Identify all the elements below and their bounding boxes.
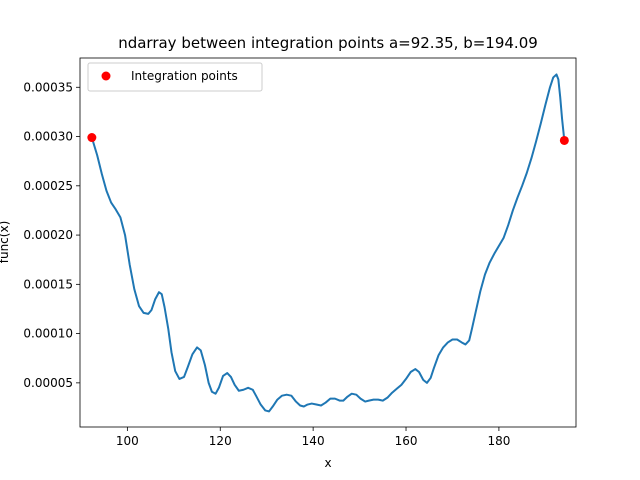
y-tick-label: 0.00030 <box>23 130 73 144</box>
legend: Integration points <box>87 62 263 92</box>
x-tick-label: 100 <box>116 434 139 448</box>
func-line <box>90 73 566 413</box>
x-tick-label: 180 <box>487 434 510 448</box>
y-tick-label: 0.00025 <box>23 179 73 193</box>
y-tick-label: 0.00020 <box>23 228 73 242</box>
plot-area: 100 120 140 160 180 0.00005 0.00010 0.00015 0.00… <box>23 57 577 448</box>
legend-box <box>87 62 263 92</box>
y-tick-label: 0.00005 <box>23 376 73 390</box>
axes-frame <box>79 57 577 428</box>
x-tick-label: 120 <box>209 434 232 448</box>
x-axis-label: x <box>324 456 331 470</box>
y-tick-label: 0.00015 <box>23 277 73 291</box>
legend-label: Integration points <box>131 69 238 83</box>
legend-marker <box>101 71 111 81</box>
y-axis-label: func(x) <box>0 221 11 264</box>
chart-title: ndarray between integration points a=92.… <box>118 34 538 52</box>
integration-point <box>87 133 97 143</box>
x-tick-label: 160 <box>395 434 418 448</box>
integration-point <box>559 135 569 145</box>
x-tick-label: 140 <box>302 434 325 448</box>
y-tick-label: 0.00035 <box>23 80 73 94</box>
y-tick-label: 0.00010 <box>23 327 73 341</box>
